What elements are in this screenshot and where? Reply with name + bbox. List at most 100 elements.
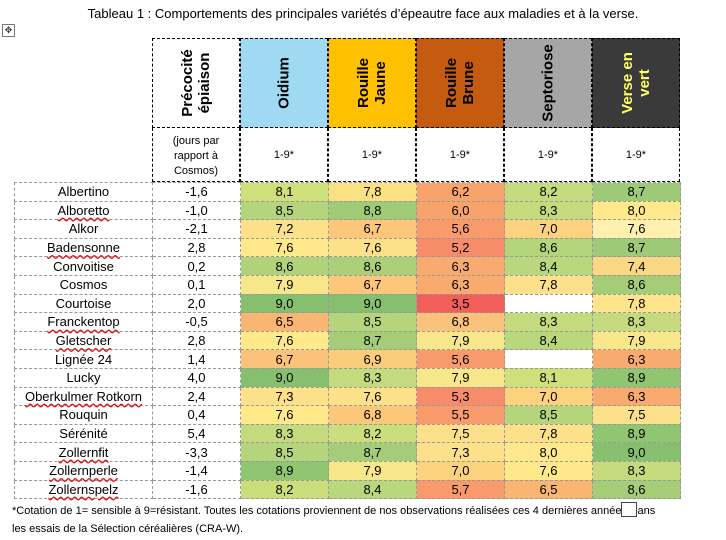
table-move-handle-icon[interactable]: ✥ xyxy=(2,24,15,37)
score-cell: 7,9 xyxy=(416,367,505,388)
precocite-value: 2,0 xyxy=(152,293,241,314)
variety-name: Zollernfit xyxy=(14,442,153,462)
score-cell: 7,3 xyxy=(240,386,329,407)
score-cell: 5,5 xyxy=(416,405,505,425)
score-cell: 7,6 xyxy=(328,237,417,258)
score-cell: 6,3 xyxy=(592,349,681,369)
footnote: *Cotation de 1= sensible à 9=résistant. … xyxy=(12,502,726,538)
text-cursor-box-icon xyxy=(621,502,638,517)
precocite-value: 0,4 xyxy=(152,405,241,425)
variety-name: Franckentop xyxy=(14,312,153,332)
score-cell: 8,7 xyxy=(328,330,417,351)
score-cell: 7,9 xyxy=(416,330,505,351)
score-cell: 8,7 xyxy=(328,442,417,462)
precocite-value: 0,2 xyxy=(152,256,241,276)
score-cell: 7,8 xyxy=(328,182,417,202)
score-cell: 8,6 xyxy=(240,256,329,276)
table-caption: Tableau 1 : Comportements des principale… xyxy=(87,6,639,21)
table-row: Zollernperle -1,4 8,9 7,9 7,0 7,6 8,3 xyxy=(14,460,681,481)
precocite-value: 2,4 xyxy=(152,386,241,407)
score-cell: 8,8 xyxy=(328,200,417,221)
variety-name-text: Zollernperle xyxy=(49,463,118,479)
variety-name-text: Badensonne xyxy=(46,240,120,256)
header-column-2: Rouille Jaune xyxy=(328,38,416,128)
variety-name-text: Sérénité xyxy=(59,426,108,442)
score-cell: 7,8 xyxy=(592,293,681,314)
score-cell: 7,8 xyxy=(504,423,593,444)
precocite-value: -1,0 xyxy=(152,200,241,221)
variety-name: Alboretto xyxy=(14,200,153,221)
score-cell: 5,6 xyxy=(416,219,505,239)
score-cell: 6,5 xyxy=(504,479,593,500)
table-row: Sérénité 5,4 8,3 8,2 7,5 7,8 8,9 xyxy=(14,423,681,444)
score-cell: 9,0 xyxy=(328,293,417,314)
score-cell: 7,2 xyxy=(240,219,329,239)
score-cell: 8,4 xyxy=(328,479,417,500)
score-cell: 8,6 xyxy=(504,237,593,258)
score-cell: 8,0 xyxy=(592,200,681,221)
score-cell: 8,3 xyxy=(592,312,681,332)
score-cell: 6,3 xyxy=(416,274,505,295)
score-cell: 9,0 xyxy=(240,293,329,314)
score-cell: 8,5 xyxy=(240,442,329,462)
header-column-1: Oidium xyxy=(240,38,328,128)
header-precocite-label: Précocité épiaison xyxy=(179,49,213,117)
score-cell: 5,6 xyxy=(416,349,505,369)
table-row: Convoitise 0,2 8,6 8,6 6,3 8,4 7,4 xyxy=(14,256,681,276)
score-cell xyxy=(504,293,593,314)
score-cell: 5,3 xyxy=(416,386,505,407)
variety-name: Zollernperle xyxy=(14,460,153,481)
score-cell: 8,9 xyxy=(592,423,681,444)
variety-name-text: Gletscher xyxy=(55,333,112,349)
table-row: Zollernspelz -1,6 8,2 8,4 5,7 6,5 8,6 xyxy=(14,479,681,500)
score-cell: 6,7 xyxy=(328,219,417,239)
variety-name-text: Oberkulmer Rotkorn xyxy=(24,388,143,404)
score-cell: 7,3 xyxy=(416,442,505,462)
score-cell: 9,0 xyxy=(240,367,329,388)
variety-name: Lignée 24 xyxy=(14,349,153,369)
header-column-3: Rouille Brune xyxy=(416,38,504,128)
precocite-value: -0,5 xyxy=(152,312,241,332)
table-row: Lignée 24 1,4 6,7 6,9 5,6 6,3 xyxy=(14,349,681,369)
variety-name-text: Lucky xyxy=(66,370,101,386)
score-cell: 8,9 xyxy=(592,367,681,388)
score-cell: 7,5 xyxy=(416,423,505,444)
score-cell: 7,5 xyxy=(592,405,681,425)
score-cell: 7,6 xyxy=(592,219,681,239)
table-row: Alboretto -1,0 8,5 8,8 6,0 8,3 8,0 xyxy=(14,200,681,221)
score-cell: 7,6 xyxy=(240,330,329,351)
precocite-value: -1,4 xyxy=(152,460,241,481)
score-cell: 7,0 xyxy=(504,386,593,407)
score-cell: 8,7 xyxy=(592,182,681,202)
precocite-value: 5,4 xyxy=(152,423,241,444)
score-cell: 6,9 xyxy=(328,349,417,369)
score-cell: 8,3 xyxy=(592,460,681,481)
score-cell: 8,2 xyxy=(328,423,417,444)
header-column-label: Septoriose xyxy=(539,44,557,122)
score-cell: 6,5 xyxy=(240,312,329,332)
precocite-value: -1,6 xyxy=(152,182,241,202)
table-row: Badensonne 2,8 7,6 7,6 5,2 8,6 8,7 xyxy=(14,237,681,258)
header-scale: 1-9* xyxy=(416,128,504,182)
header-column-label: Rouille Jaune xyxy=(355,57,389,109)
score-cell: 7,6 xyxy=(504,460,593,481)
precocite-value: 2,8 xyxy=(152,237,241,258)
score-cell: 8,6 xyxy=(328,256,417,276)
variety-name: Alkor xyxy=(14,219,153,239)
score-cell: 6,7 xyxy=(328,274,417,295)
variety-name-text: Zollernfit xyxy=(58,444,109,460)
score-cell: 8,5 xyxy=(504,405,593,425)
score-cell: 6,8 xyxy=(416,312,505,332)
score-cell: 8,6 xyxy=(592,479,681,500)
variety-name-text: Convoitise xyxy=(53,258,114,274)
score-cell: 7,4 xyxy=(592,256,681,276)
footnote-line-2: les essais de la Sélection céréalières (… xyxy=(12,523,244,535)
score-cell: 3,5 xyxy=(416,293,505,314)
score-cell: 6,7 xyxy=(240,349,329,369)
score-cell: 8,3 xyxy=(504,200,593,221)
score-cell: 8,6 xyxy=(592,274,681,295)
score-cell: 7,9 xyxy=(240,274,329,295)
score-cell: 8,3 xyxy=(328,367,417,388)
variety-name-text: Lignée 24 xyxy=(54,351,113,367)
variety-name-text: Zollernspelz xyxy=(48,481,119,497)
